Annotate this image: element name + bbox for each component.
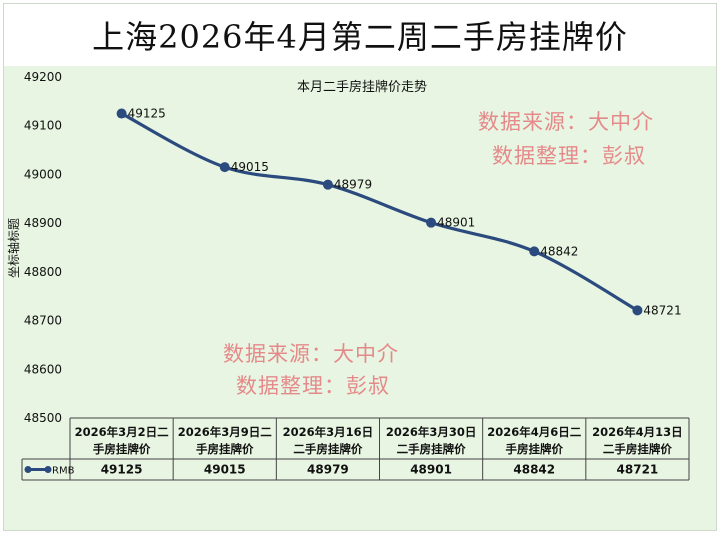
x-category-label-line2: 二手房挂牌价 <box>293 442 362 456</box>
x-category-label-line2: 手房挂牌价 <box>196 442 254 456</box>
x-category-label-line1: 2026年3月2日二 <box>75 425 170 439</box>
data-label: 49125 <box>128 107 166 121</box>
title-banner: 上海2026年4月第二周二手房挂牌价 <box>4 4 716 66</box>
y-tick-label: 49000 <box>24 167 62 181</box>
x-category-label-line1: 2026年4月6日二 <box>487 425 582 439</box>
data-point <box>632 305 643 316</box>
y-tick-label: 48800 <box>24 265 62 279</box>
x-category-label-line1: 2026年4月13日 <box>592 425 683 439</box>
y-axis-title: 坐标轴标题 <box>6 218 21 278</box>
legend-marker <box>24 466 32 473</box>
page-title: 上海2026年4月第二周二手房挂牌价 <box>92 18 628 56</box>
watermark-editor-bottom: 数据整理：彭叔 <box>236 374 390 398</box>
data-label: 49015 <box>231 160 269 174</box>
watermark-source-bottom: 数据来源：大中介 <box>223 342 399 366</box>
chart-frame: 上海2026年4月第二周二手房挂牌价 本月二手房挂牌价走势坐标轴标题 48500 4… <box>3 3 717 531</box>
x-category-label-line2: 二手房挂牌价 <box>603 442 672 456</box>
data-label: 48901 <box>437 216 475 230</box>
table-value-cell: 48979 <box>307 463 349 477</box>
data-point <box>529 246 540 257</box>
data-point <box>116 108 127 119</box>
legend-marker <box>44 466 52 473</box>
data-point <box>219 162 230 173</box>
data-label: 48721 <box>643 303 681 317</box>
x-category-label-line2: 手房挂牌价 <box>93 442 151 456</box>
x-category-label-line1: 2026年3月9日二 <box>178 425 273 439</box>
table-value-cell: 48842 <box>513 463 555 477</box>
y-tick-label: 48500 <box>24 411 62 425</box>
data-point <box>426 217 437 228</box>
legend-series-name: RMB <box>52 466 75 477</box>
watermark-editor-top: 数据整理：彭叔 <box>492 144 646 168</box>
y-tick-label: 48700 <box>24 314 62 328</box>
data-label: 48979 <box>334 178 372 192</box>
series-line-rmb <box>119 111 640 312</box>
table-value-cell: 49015 <box>204 463 246 477</box>
table-value-cell: 49125 <box>101 463 143 477</box>
x-category-label-line2: 二手房挂牌价 <box>397 442 466 456</box>
table-value-cell: 48901 <box>410 463 452 477</box>
y-tick-label: 48900 <box>24 216 62 230</box>
x-category-label-line2: 手房挂牌价 <box>506 442 564 456</box>
table-value-cell: 48721 <box>617 463 659 477</box>
data-point <box>322 179 333 190</box>
data-label: 48842 <box>540 244 578 258</box>
y-tick-label: 49200 <box>24 70 62 84</box>
y-tick-label: 49100 <box>24 119 62 133</box>
watermark-source-top: 数据来源：大中介 <box>478 110 654 134</box>
x-category-label-line1: 2026年3月30日 <box>386 425 477 439</box>
chart-title: 本月二手房挂牌价走势 <box>297 79 427 95</box>
y-tick-label: 48600 <box>24 362 62 376</box>
x-category-label-line1: 2026年3月16日 <box>283 425 374 439</box>
